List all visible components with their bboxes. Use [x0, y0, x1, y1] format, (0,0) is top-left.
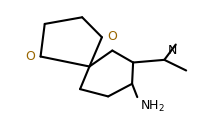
Text: O: O [107, 30, 117, 43]
Text: NH$_2$: NH$_2$ [140, 98, 165, 114]
Text: O: O [26, 50, 35, 63]
Text: N: N [167, 43, 177, 57]
